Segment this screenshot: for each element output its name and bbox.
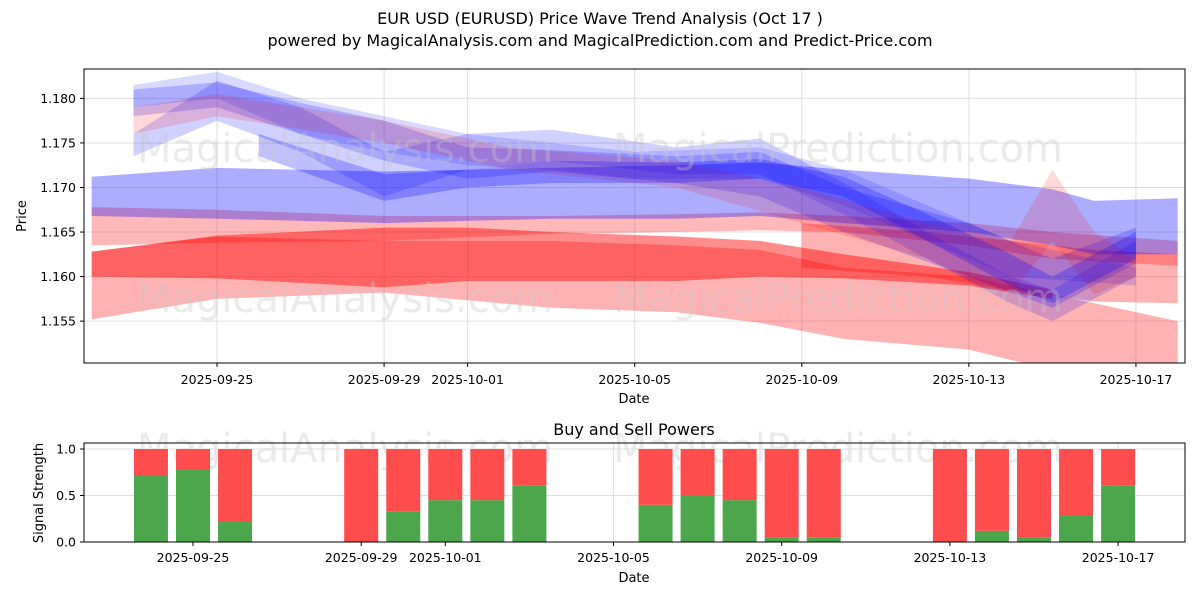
watermark-prediction-mid: MagicalPrediction.com <box>613 276 1063 322</box>
sell-bar <box>512 449 546 485</box>
sell-bar <box>723 449 757 500</box>
chart-canvas: MagicalAnalysis.com MagicalPrediction.co… <box>0 0 1200 600</box>
sell-bar <box>975 449 1009 531</box>
signal-y-tick-label: 0.0 <box>56 535 76 550</box>
watermark-analysis-top: MagicalAnalysis.com <box>137 126 553 172</box>
buy-bar <box>1017 537 1051 542</box>
sell-bar <box>1059 449 1093 516</box>
sell-bar <box>1017 449 1051 537</box>
buy-bar <box>639 505 673 542</box>
price-y-tick-label: 1.155 <box>40 314 76 329</box>
price-x-label: Date <box>618 392 649 407</box>
buy-bar <box>1101 485 1135 542</box>
price-y-label: Price <box>15 200 30 232</box>
buy-bar <box>512 485 546 542</box>
sell-bar <box>765 449 799 537</box>
price-y-tick-label: 1.170 <box>40 180 76 195</box>
sell-bar <box>344 449 378 542</box>
price-x-tick-label: 2025-10-13 <box>933 372 1006 387</box>
signal-x-tick-label: 2025-10-05 <box>577 550 650 565</box>
watermark-analysis-mid: MagicalAnalysis.com <box>137 276 553 322</box>
price-x-tick-label: 2025-09-29 <box>348 372 421 387</box>
sell-bar <box>1101 449 1135 485</box>
sell-bar <box>176 449 210 469</box>
buy-bar <box>134 475 168 542</box>
buy-bar <box>386 511 420 542</box>
buy-bar <box>765 537 799 542</box>
buy-bar <box>470 500 504 542</box>
price-y-tick-label: 1.165 <box>40 225 76 240</box>
signal-x-tick-label: 2025-09-29 <box>325 550 398 565</box>
signal-x-label: Date <box>618 571 649 586</box>
sell-bar <box>134 449 168 475</box>
signal-y-label: Signal Strength <box>32 443 47 543</box>
buy-bar <box>428 500 462 542</box>
price-x-tick-label: 2025-10-17 <box>1100 372 1173 387</box>
signal-x-tick-label: 2025-09-25 <box>157 550 230 565</box>
signal-x-tick-label: 2025-10-01 <box>409 550 482 565</box>
sell-bar <box>807 449 841 537</box>
buy-bar <box>681 496 715 543</box>
price-x-tick-label: 2025-10-09 <box>765 372 838 387</box>
sell-bar <box>428 449 462 500</box>
price-y-tick-label: 1.160 <box>40 269 76 284</box>
signal-y-tick-label: 1.0 <box>56 442 76 457</box>
price-x-tick-label: 2025-10-01 <box>431 372 504 387</box>
price-y-tick-label: 1.180 <box>40 91 76 106</box>
signal-x-tick-label: 2025-10-17 <box>1082 550 1155 565</box>
buy-bar <box>807 537 841 542</box>
buy-bar <box>1059 516 1093 542</box>
watermark-prediction-top: MagicalPrediction.com <box>613 126 1063 172</box>
sell-bar <box>386 449 420 511</box>
signal-x-tick-label: 2025-10-09 <box>745 550 818 565</box>
buy-bar <box>218 522 252 542</box>
sell-bar <box>639 449 673 505</box>
signal-title: Buy and Sell Powers <box>553 420 715 439</box>
buy-bar <box>723 500 757 542</box>
sell-bar <box>218 449 252 522</box>
buy-bar <box>975 531 1009 542</box>
price-x-tick-label: 2025-09-25 <box>181 372 254 387</box>
signal-x-tick-label: 2025-10-13 <box>914 550 987 565</box>
sell-bar <box>681 449 715 496</box>
sell-bar <box>933 449 967 542</box>
buy-bar <box>176 469 210 542</box>
sell-bar <box>470 449 504 500</box>
price-x-tick-label: 2025-10-05 <box>598 372 671 387</box>
signal-y-tick-label: 0.5 <box>56 488 76 503</box>
price-y-tick-label: 1.175 <box>40 135 76 150</box>
